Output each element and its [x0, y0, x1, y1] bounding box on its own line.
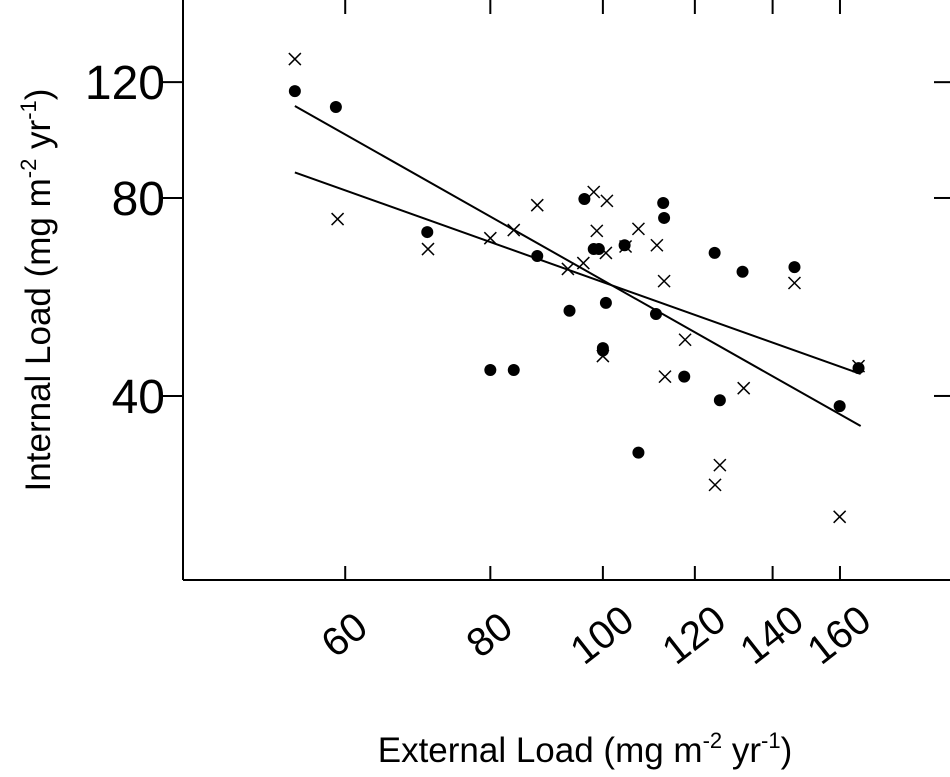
- point: [650, 238, 664, 252]
- x-axis-label-part: External Load (mg m: [378, 731, 703, 770]
- x-tick-label: 140: [732, 597, 812, 673]
- point: [852, 362, 865, 375]
- x-tick-label: 160: [800, 597, 880, 673]
- point: [708, 246, 721, 259]
- x-axis-label-part: -2: [703, 728, 723, 753]
- point: [833, 510, 847, 524]
- x-tick-label: 120: [654, 597, 734, 673]
- point: [658, 211, 671, 224]
- point: [288, 52, 302, 66]
- point: [592, 243, 605, 256]
- point: [587, 185, 601, 199]
- point: [713, 458, 727, 472]
- fit-line: [294, 171, 861, 375]
- x-axis-label: External Load (mg m-2 yr-1): [378, 728, 793, 770]
- point: [736, 265, 749, 278]
- point: [619, 239, 633, 254]
- point: [632, 446, 645, 459]
- point: [483, 231, 497, 245]
- y-axis-label-part: -2: [16, 159, 41, 179]
- point: [713, 394, 726, 407]
- point: [578, 193, 591, 206]
- x-axis-label-part: -1: [761, 728, 781, 753]
- point: [678, 333, 692, 347]
- x-tick-label: 60: [314, 604, 376, 666]
- point: [708, 478, 722, 492]
- point: [530, 198, 544, 212]
- point: [737, 381, 751, 395]
- point: [331, 212, 345, 226]
- point: [596, 344, 609, 357]
- x-tick-label: 100: [562, 597, 642, 673]
- y-tick-label: 80: [112, 173, 165, 226]
- point: [596, 349, 610, 363]
- point: [657, 274, 671, 288]
- point: [590, 224, 604, 238]
- point: [658, 370, 672, 384]
- point: [288, 85, 301, 98]
- point: [599, 246, 613, 260]
- y-axis-label-part: -1: [16, 100, 41, 120]
- point: [507, 364, 520, 377]
- point: [329, 101, 342, 114]
- point: [600, 194, 614, 208]
- x-axis-label-part: yr: [722, 731, 761, 770]
- x-tick-label: 80: [459, 604, 521, 666]
- point: [421, 226, 434, 239]
- x-axis-label-part: ): [781, 731, 793, 770]
- point: [631, 222, 645, 236]
- point: [484, 364, 497, 377]
- point: [421, 242, 435, 256]
- point: [787, 276, 802, 290]
- y-axis-label-part: ): [19, 89, 58, 101]
- point: [599, 296, 612, 309]
- point: [833, 400, 846, 413]
- point: [657, 197, 670, 210]
- y-axis-label: Internal Load (mg m-2 yr-1): [16, 89, 58, 492]
- y-axis-label-part: yr: [19, 119, 58, 158]
- point: [563, 304, 576, 317]
- point: [852, 359, 866, 373]
- y-tick-label: 40: [112, 371, 165, 424]
- y-axis-label-part: Internal Load (mg m: [19, 178, 58, 491]
- point: [788, 261, 801, 274]
- point: [678, 370, 691, 383]
- fit-line: [294, 105, 862, 427]
- y-tick-label: 120: [85, 57, 165, 110]
